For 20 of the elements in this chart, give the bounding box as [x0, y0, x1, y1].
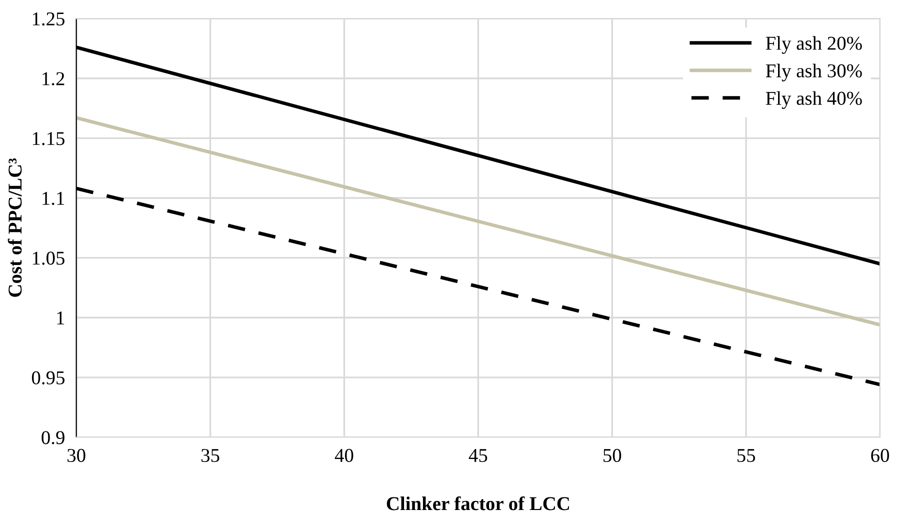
x-tick-label: 50 [604, 448, 622, 462]
y-tick-label: 1.1 [42, 192, 64, 206]
x-tick-label: 55 [737, 449, 756, 462]
legend-label: Fly ash 40% [766, 91, 862, 109]
x-axis-title: Clinker factor of LCC [386, 496, 569, 510]
x-tick-label: 30 [68, 448, 86, 462]
y-tick-label: 1.15 [32, 132, 64, 146]
y-tick-label: 1.25 [32, 12, 64, 26]
y-tick-label: 1.05 [32, 252, 64, 265]
y-tick-label: 0.95 [32, 371, 64, 384]
legend-label: Fly ash 30% [766, 64, 862, 82]
y-tick-label: 0.9 [42, 431, 64, 444]
y-tick-label: 1.2 [42, 72, 64, 86]
x-tick-label: 60 [871, 448, 890, 462]
legend-label: Fly ash 20% [766, 36, 862, 54]
x-tick-label: 45 [468, 449, 488, 462]
y-tick-label: 1 [57, 312, 64, 324]
x-tick-label: 40 [334, 448, 354, 462]
y-axis-title: Cost of PPC/LC³ [8, 158, 22, 297]
x-tick-label: 35 [201, 448, 220, 462]
